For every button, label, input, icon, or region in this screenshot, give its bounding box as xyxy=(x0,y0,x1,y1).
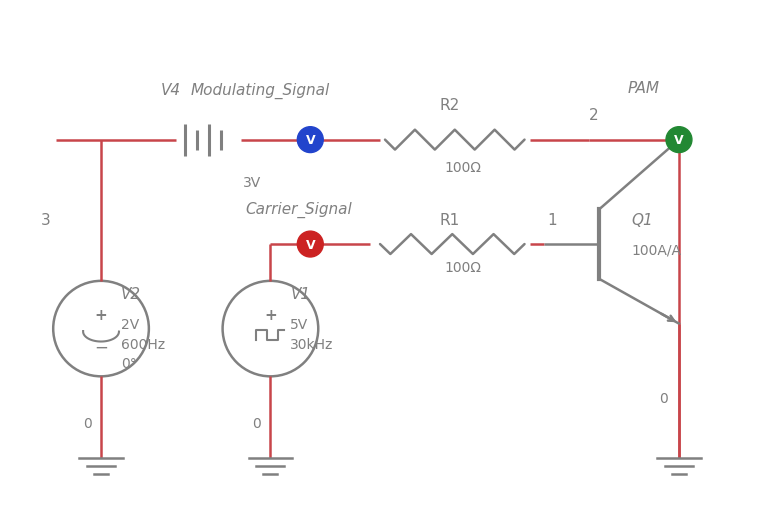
Text: 0: 0 xyxy=(659,391,668,405)
Text: +: + xyxy=(95,307,108,323)
Text: 2: 2 xyxy=(590,108,599,123)
Text: 5V: 5V xyxy=(291,317,308,331)
Text: 3: 3 xyxy=(41,212,51,227)
Text: Carrier_Signal: Carrier_Signal xyxy=(245,202,352,218)
Text: 30kHz: 30kHz xyxy=(291,337,333,351)
Text: Q1: Q1 xyxy=(631,212,653,227)
Text: PAM: PAM xyxy=(627,81,659,96)
Text: Modulating_Signal: Modulating_Signal xyxy=(191,82,330,99)
Text: 2V: 2V xyxy=(121,317,139,331)
Circle shape xyxy=(666,127,692,153)
Text: −: − xyxy=(94,338,108,356)
Circle shape xyxy=(298,232,323,258)
Text: 100A/A: 100A/A xyxy=(631,243,681,257)
Text: R1: R1 xyxy=(440,212,460,227)
Text: 1: 1 xyxy=(547,212,557,227)
Text: V: V xyxy=(674,134,684,147)
Circle shape xyxy=(298,127,323,153)
Text: 100Ω: 100Ω xyxy=(445,261,482,274)
Text: 0: 0 xyxy=(83,416,92,430)
Text: V: V xyxy=(305,134,315,147)
Text: V1: V1 xyxy=(291,287,311,302)
Text: V2: V2 xyxy=(121,287,141,302)
Text: 0°: 0° xyxy=(121,357,137,371)
Text: 600Hz: 600Hz xyxy=(121,337,165,351)
Text: V4: V4 xyxy=(161,83,181,98)
Text: 100Ω: 100Ω xyxy=(445,161,482,175)
Text: 3V: 3V xyxy=(243,176,261,190)
Text: +: + xyxy=(264,307,276,323)
Text: R2: R2 xyxy=(440,98,460,113)
Text: 0: 0 xyxy=(252,416,261,430)
Text: V: V xyxy=(305,238,315,251)
